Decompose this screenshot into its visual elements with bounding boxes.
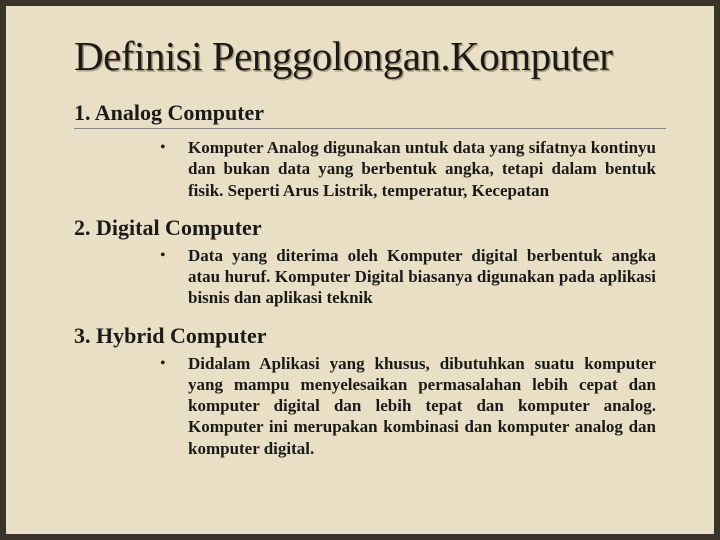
section-body-1: Komputer Analog digunakan untuk data yan…	[188, 137, 656, 201]
section-body-row-1: • Komputer Analog digunakan untuk data y…	[74, 137, 666, 201]
section-body-row-2: • Data yang diterima oleh Komputer digit…	[74, 245, 666, 309]
bullet-icon: •	[160, 353, 188, 375]
bullet-icon: •	[160, 137, 188, 159]
section-body-row-3: • Didalam Aplikasi yang khusus, dibutuhk…	[74, 353, 666, 459]
section-heading-3: 3. Hybrid Computer	[74, 323, 666, 349]
section-body-2: Data yang diterima oleh Komputer digital…	[188, 245, 656, 309]
section-heading-2: 2. Digital Computer	[74, 215, 666, 241]
slide: Definisi Penggolongan.Komputer 1. Analog…	[6, 6, 714, 534]
bullet-icon: •	[160, 245, 188, 267]
section-body-3: Didalam Aplikasi yang khusus, dibutuhkan…	[188, 353, 656, 459]
section-heading-1: 1. Analog Computer	[74, 100, 666, 129]
slide-title: Definisi Penggolongan.Komputer	[74, 32, 666, 80]
